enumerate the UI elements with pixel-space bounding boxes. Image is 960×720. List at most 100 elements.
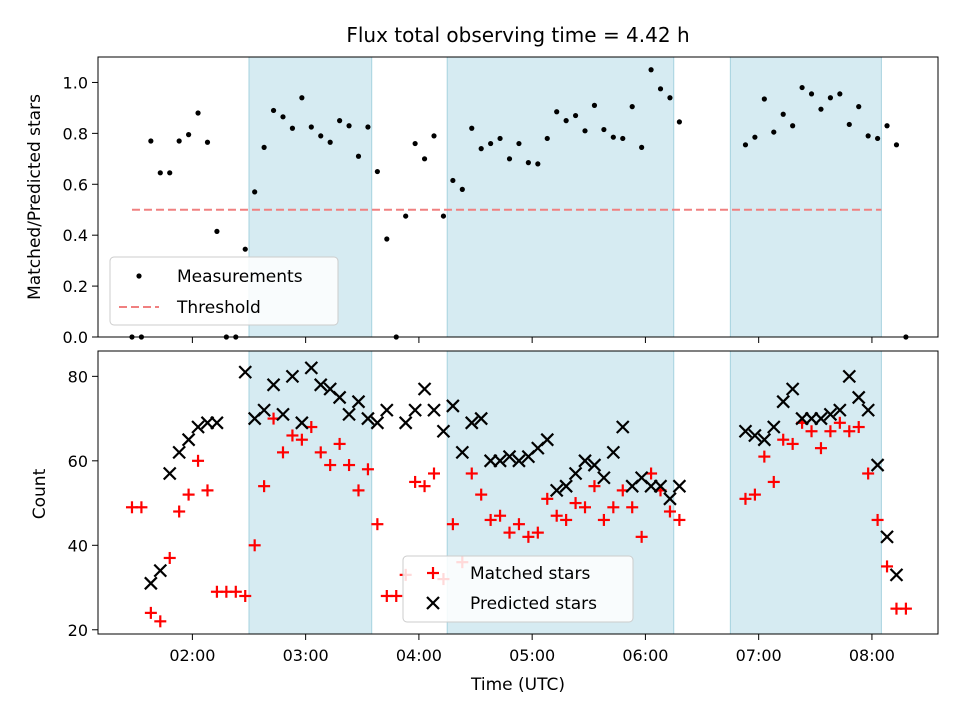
matched-star-point xyxy=(503,526,516,539)
matched-star-point xyxy=(475,488,488,501)
predicted-star-point xyxy=(417,382,432,396)
measurement-point xyxy=(639,144,645,150)
measurement-point xyxy=(469,125,475,131)
bottom-x-ticks: 02:00 03:00 04:00 05:00 06:00 07:00 08:00 xyxy=(169,634,895,665)
predicted-star-point xyxy=(597,470,611,485)
x-tick-label: 08:00 xyxy=(849,646,895,665)
y-tick-label: 0.2 xyxy=(63,277,88,296)
x-tick-label: 03:00 xyxy=(283,646,329,665)
predicted-stars-points xyxy=(144,361,904,591)
predicted-star-stroke xyxy=(653,479,668,493)
predicted-star-stroke xyxy=(181,432,196,447)
legend-matched-marker xyxy=(427,567,439,579)
legend-predicted-marker xyxy=(426,596,440,610)
matched-star-point xyxy=(135,501,148,514)
legend-measurements-label: Measurements xyxy=(177,267,303,287)
y-tick-label: 0.0 xyxy=(63,328,88,347)
predicted-star-point xyxy=(172,445,186,460)
matched-star-point xyxy=(295,433,308,446)
matched-star-point xyxy=(579,501,592,514)
matched-star-point xyxy=(871,513,884,526)
predicted-star-point xyxy=(785,382,800,396)
matched-star-point xyxy=(588,480,601,493)
chart-title: Flux total observing time = 4.42 h xyxy=(346,23,689,47)
measurement-point xyxy=(308,124,314,130)
predicted-star-point xyxy=(474,411,488,426)
top-axes-frame xyxy=(97,56,939,338)
y-tick-label: 0.4 xyxy=(63,226,88,245)
measurement-point xyxy=(648,67,654,73)
predicted-star-stroke xyxy=(757,432,772,447)
measurement-point xyxy=(856,104,862,110)
top-panel: 0.0 0.2 0.4 0.6 0.8 1.0 Flux total observing … xyxy=(25,23,939,347)
y-tick-label: 60 xyxy=(68,452,88,471)
predicted-star-point xyxy=(861,403,875,417)
measurement-point xyxy=(167,170,173,176)
matched-star-point xyxy=(144,606,157,619)
measurement-point xyxy=(771,129,777,135)
matched-star-point xyxy=(814,442,827,455)
predicted-star-stroke xyxy=(549,483,564,498)
matched-star-point xyxy=(862,467,875,480)
measurement-point xyxy=(544,135,550,142)
bottom-legend: Matched stars Predicted stars xyxy=(402,555,634,623)
predicted-star-stroke xyxy=(889,568,904,582)
predicted-star-point xyxy=(615,420,630,434)
predicted-star-stroke xyxy=(559,479,573,493)
predicted-star-point xyxy=(766,420,781,434)
matched-star-point xyxy=(333,437,346,450)
predicted-star-point xyxy=(408,403,422,417)
predicted-star-point xyxy=(210,416,224,430)
predicted-star-stroke xyxy=(417,382,432,396)
y-tick-label: 20 xyxy=(68,621,88,640)
matched-star-point xyxy=(428,467,440,480)
matched-star-point xyxy=(805,425,818,438)
measurement-point xyxy=(478,146,484,152)
matched-star-point xyxy=(239,589,252,602)
top-shaded-intervals xyxy=(248,57,882,337)
predicted-star-stroke xyxy=(446,399,460,413)
matched-star-point xyxy=(446,518,459,531)
predicted-star-stroke xyxy=(512,454,526,468)
matched-star-point xyxy=(739,492,752,505)
matched-star-point xyxy=(409,475,422,488)
predicted-star-stroke xyxy=(785,382,800,396)
measurement-point xyxy=(676,119,682,125)
measurement-point xyxy=(242,246,248,252)
matched-star-point xyxy=(248,539,261,552)
measurement-point xyxy=(412,140,418,147)
legend-matched-label: Matched stars xyxy=(470,564,590,584)
top-y-ticks: 0.0 0.2 0.4 0.6 0.8 1.0 xyxy=(63,73,98,347)
measurement-point xyxy=(761,96,767,102)
shaded-interval xyxy=(249,351,372,634)
measurement-point xyxy=(176,138,182,144)
measurement-point xyxy=(837,91,843,97)
measurement-point xyxy=(742,142,749,148)
predicted-star-stroke xyxy=(380,403,394,417)
predicted-star-point xyxy=(266,378,281,392)
measurement-point xyxy=(620,135,626,142)
predicted-star-point xyxy=(851,390,866,405)
measurement-point xyxy=(601,126,607,133)
predicted-star-stroke xyxy=(597,470,611,485)
matched-star-point xyxy=(173,505,186,518)
predicted-star-point xyxy=(880,530,894,544)
matched-star-point xyxy=(371,518,384,531)
measurement-point xyxy=(459,186,465,192)
y-tick-label: 0.8 xyxy=(63,124,88,143)
predicted-star-stroke xyxy=(568,466,583,481)
predicted-star-point xyxy=(446,399,460,413)
matched-star-point xyxy=(786,437,799,450)
measurement-point xyxy=(384,236,390,242)
matched-star-point xyxy=(843,425,856,438)
measurement-point xyxy=(327,139,333,145)
matched-star-point xyxy=(154,615,167,628)
measurement-point xyxy=(157,170,163,176)
measurement-points xyxy=(129,67,909,340)
matched-star-point xyxy=(418,480,431,493)
predicted-star-stroke xyxy=(408,403,422,417)
predicted-star-point xyxy=(464,416,479,430)
predicted-star-stroke xyxy=(776,394,790,409)
measurement-point xyxy=(790,123,796,129)
